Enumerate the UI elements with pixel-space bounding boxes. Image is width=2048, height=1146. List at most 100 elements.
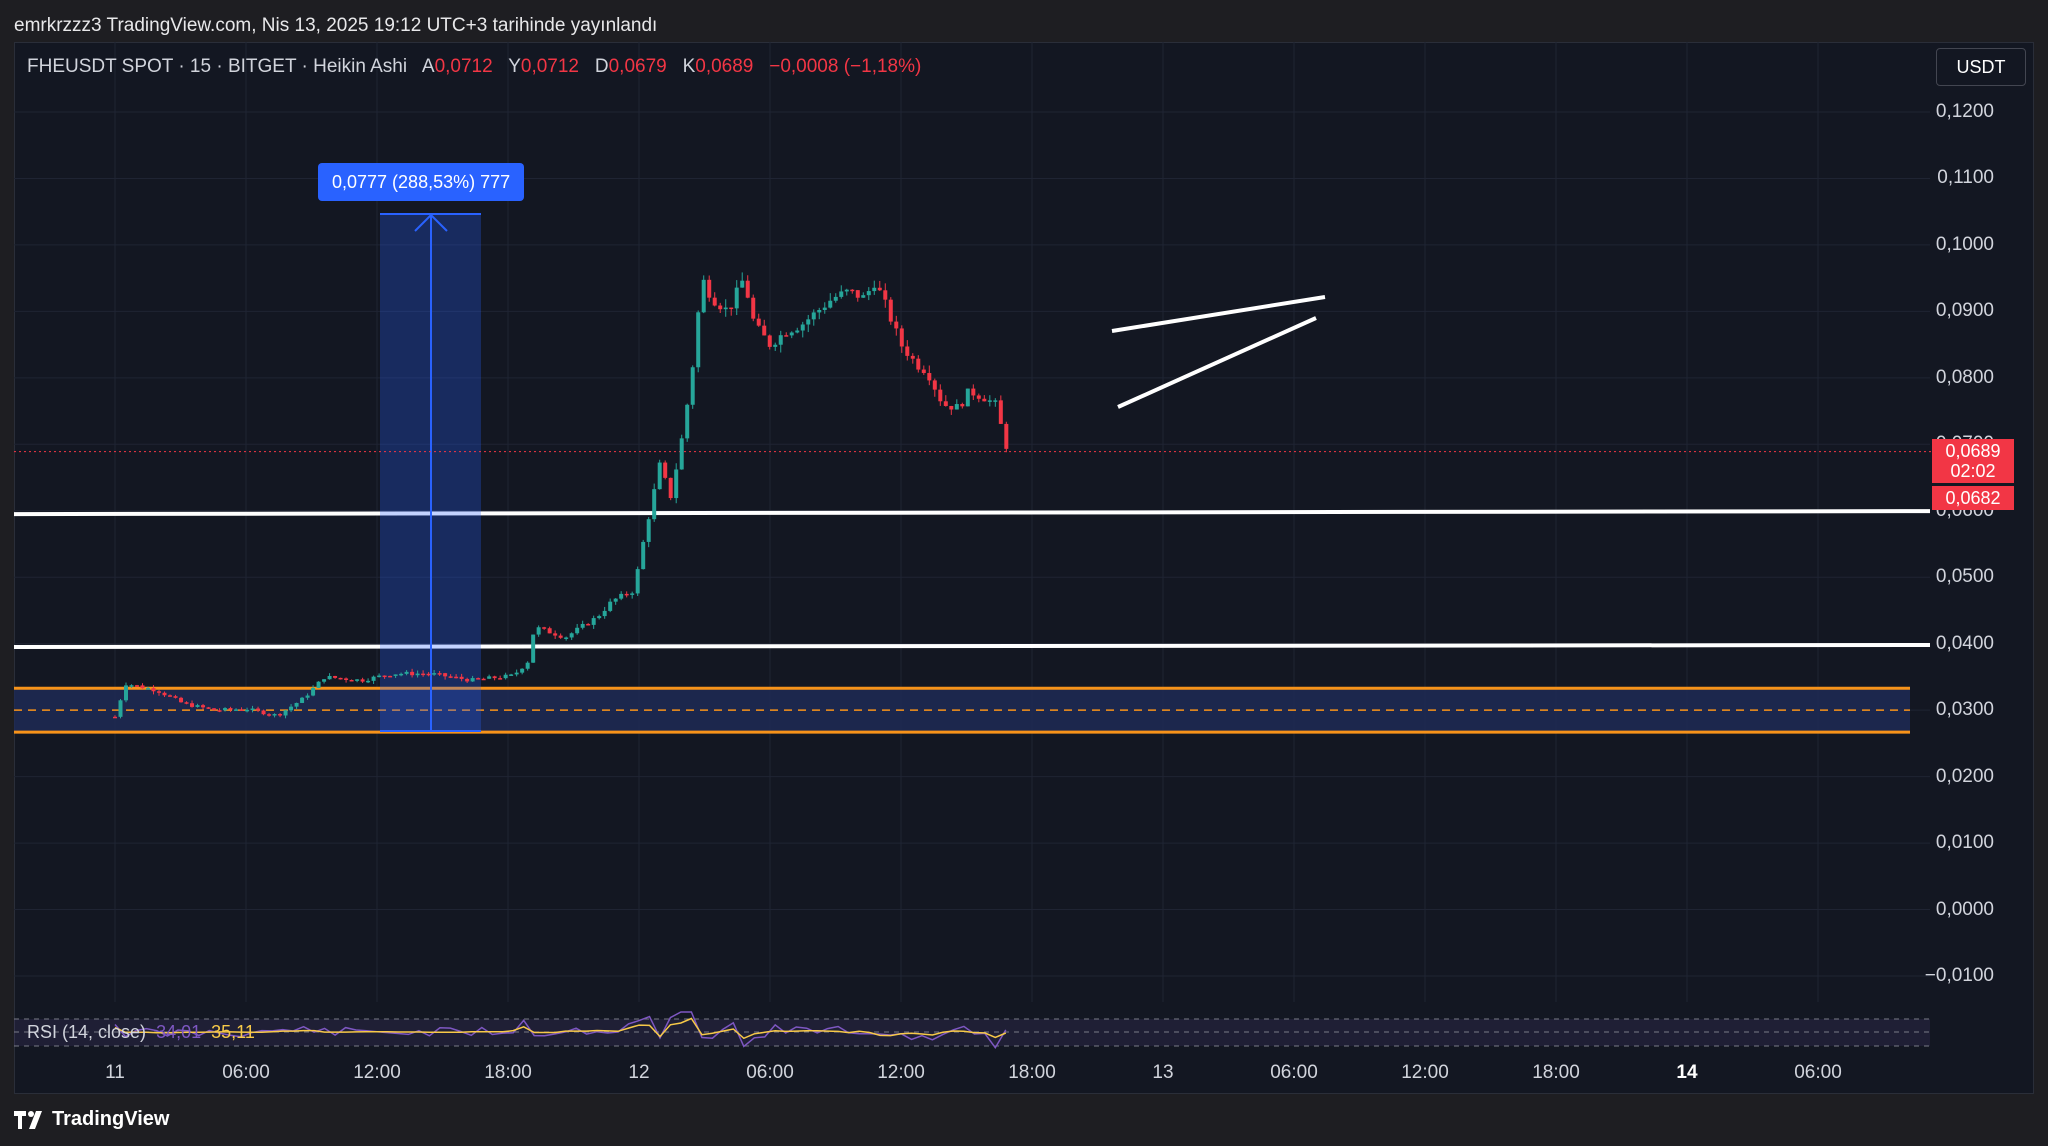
price-axis-label: 0,0400 (1935, 632, 1994, 654)
chart-pane[interactable] (14, 42, 2034, 1094)
candle-up (773, 344, 778, 347)
candle-up (723, 307, 728, 310)
price-range-measure-label[interactable]: 0,0777 (288,53%) 777 (318, 163, 525, 201)
time-axis-label: 12 (628, 1062, 650, 1083)
price-axis-label: 0,0000 (1935, 898, 1994, 920)
candle-up (294, 702, 299, 707)
wedge-lower-trendline[interactable] (1117, 316, 1317, 409)
candle-down (921, 369, 926, 374)
candle-up (146, 688, 151, 690)
candle-up (679, 438, 684, 470)
candle-up (696, 312, 701, 368)
candle-up (366, 680, 371, 683)
candle-down (745, 280, 750, 298)
candle-up (311, 687, 316, 696)
time-axis-label: 06:00 (222, 1062, 270, 1083)
candle-up (371, 676, 376, 681)
high-value: 0,0712 (520, 56, 580, 77)
candle-down (762, 325, 767, 336)
time-axis-label: 14 (1676, 1062, 1698, 1083)
candle-up (619, 593, 624, 599)
candle-down (278, 714, 283, 716)
rsi-ma-value: 35,11 (211, 1022, 255, 1042)
candle-up (822, 307, 827, 310)
rsi-legend[interactable]: RSI (14, close) 34,01 35,11 (27, 1022, 255, 1043)
candle-down (465, 678, 470, 682)
candle-down (338, 677, 343, 680)
candle-down (454, 676, 459, 679)
candle-down (135, 685, 140, 687)
candle-down (971, 388, 976, 396)
candle-down (707, 279, 712, 298)
price-axis-label: 0,0800 (1935, 366, 1994, 388)
candle-up (690, 367, 695, 405)
currency-button[interactable]: USDT (1936, 48, 2026, 86)
candle-down (443, 673, 448, 677)
candle-up (734, 287, 739, 309)
price-axis-label: 0,1200 (1935, 101, 1994, 122)
resistance-line-lower[interactable] (13, 643, 1931, 650)
candle-down (261, 710, 266, 715)
candle-up (575, 627, 580, 634)
candle-down (756, 318, 761, 326)
candle-down (239, 709, 244, 711)
candle-down (168, 695, 173, 697)
candle-up (602, 610, 607, 617)
candle-down (542, 627, 547, 629)
candle-down (157, 691, 162, 693)
candle-down (179, 697, 184, 703)
candle-down (916, 358, 921, 370)
candle-up (272, 714, 277, 716)
candle-down (267, 714, 272, 716)
symbol-title[interactable]: FHEUSDT SPOT · 15 · BITGET · Heikin Ashi (27, 56, 408, 77)
candle-up (833, 296, 838, 301)
candle-down (360, 679, 365, 682)
open-value: 0,0712 (434, 56, 493, 77)
candle-down (206, 707, 211, 709)
resistance-line-upper[interactable] (13, 509, 1931, 517)
published-line: emrkrzzz3 TradingView.com, Nis 13, 2025 … (14, 15, 658, 36)
candle-up (608, 601, 613, 611)
symbol-legend[interactable]: FHEUSDT SPOT · 15 · BITGET · Heikin Ashi… (27, 56, 921, 78)
candle-up (404, 671, 409, 674)
candle-up (129, 685, 134, 687)
wedge-upper-trendline[interactable] (1111, 295, 1326, 333)
candle-down (927, 373, 932, 381)
candle-up (399, 673, 404, 676)
candle-down (333, 675, 338, 678)
candle-up (531, 634, 536, 663)
low-value: 0,0679 (608, 56, 667, 77)
candle-down (382, 675, 387, 678)
candle-down (976, 395, 981, 399)
time-axis-label: 18:00 (1532, 1062, 1580, 1083)
candle-up (630, 593, 635, 595)
change-value: −0,0008 (−1,18%) (769, 56, 922, 77)
candle-up (487, 676, 492, 679)
candle-up (789, 332, 794, 336)
high-label: Y (508, 56, 521, 77)
low-label: D (594, 56, 609, 77)
candle-up (806, 319, 811, 325)
last-price-value: 0,0689 (1945, 441, 2001, 461)
tradingview-logo[interactable]: TradingView (14, 1108, 169, 1131)
candle-down (943, 401, 948, 406)
support-zone[interactable] (14, 688, 1910, 733)
price-axis-label: 0,0200 (1935, 765, 1994, 787)
candle-up (564, 637, 569, 639)
candle-down (558, 635, 563, 638)
candle-up (844, 289, 849, 292)
candle-up (872, 287, 877, 292)
price-axis-label: 0,0900 (1935, 300, 1994, 322)
candle-down (547, 628, 552, 634)
candle-down (476, 678, 481, 680)
candle-down (492, 676, 497, 679)
candle-up (613, 598, 618, 602)
candle-down (932, 380, 937, 390)
price-axis-label: 0,0300 (1935, 699, 1994, 721)
candle-up (778, 335, 783, 345)
candle-up (525, 662, 530, 669)
last-price-tag: 0,0689 02:02 (1932, 439, 2014, 483)
price-axis-label: 0,1000 (1935, 233, 1994, 255)
candle-up (470, 678, 475, 682)
